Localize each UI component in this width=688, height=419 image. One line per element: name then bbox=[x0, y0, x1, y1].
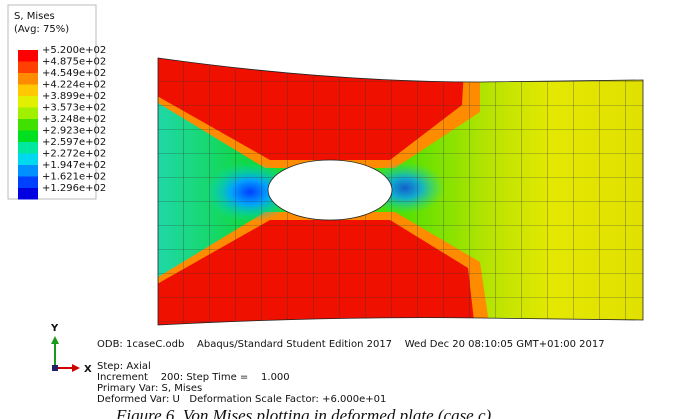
legend-swatch bbox=[18, 85, 38, 97]
axis-x: X bbox=[84, 364, 92, 375]
page: S, Mises (Avg: 75%) +5.200e+02+4.875e+02… bbox=[0, 0, 688, 419]
legend-label: +4.549e+02 bbox=[42, 68, 106, 79]
figure: S, Mises (Avg: 75%) +5.200e+02+4.875e+02… bbox=[0, 0, 688, 419]
legend-swatch bbox=[18, 142, 38, 154]
triad: Y X bbox=[50, 323, 92, 375]
legend-subtitle: (Avg: 75%) bbox=[14, 24, 69, 35]
legend-swatch bbox=[18, 177, 38, 189]
legend-label: +1.947e+02 bbox=[42, 160, 106, 171]
legend-label: +3.573e+02 bbox=[42, 103, 106, 114]
legend-swatch bbox=[18, 50, 38, 62]
legend-title: S, Mises bbox=[14, 11, 55, 22]
legend-swatch bbox=[18, 188, 38, 200]
legend-swatch bbox=[18, 73, 38, 85]
legend-label: +3.899e+02 bbox=[42, 91, 106, 102]
legend-swatch bbox=[18, 154, 38, 166]
legend: +5.200e+02+4.875e+02+4.549e+02+4.224e+02… bbox=[18, 45, 106, 200]
legend-label: +4.875e+02 bbox=[42, 57, 106, 68]
legend-label: +1.296e+02 bbox=[42, 183, 106, 194]
axis-y: Y bbox=[50, 323, 59, 334]
info-deformed: Deformed Var: U Deformation Scale Factor… bbox=[97, 394, 386, 405]
contour-plot bbox=[150, 50, 650, 330]
legend-swatch bbox=[18, 62, 38, 74]
legend-swatch bbox=[18, 165, 38, 177]
info-step: Step: Axial bbox=[97, 361, 151, 372]
legend-label: +3.248e+02 bbox=[42, 114, 106, 125]
caption: Figure 6. Von Mises plotting in deformed… bbox=[115, 406, 492, 419]
legend-swatch bbox=[18, 119, 38, 131]
legend-swatch bbox=[18, 96, 38, 108]
info-primary: Primary Var: S, Mises bbox=[97, 383, 202, 394]
info-odb: ODB: 1caseC.odb Abaqus/Standard Student … bbox=[97, 339, 605, 350]
legend-label: +2.272e+02 bbox=[42, 149, 106, 160]
legend-swatch bbox=[18, 131, 38, 143]
legend-label: +2.597e+02 bbox=[42, 137, 106, 148]
legend-swatch bbox=[18, 108, 38, 120]
legend-label: +5.200e+02 bbox=[42, 45, 106, 56]
legend-label: +4.224e+02 bbox=[42, 80, 106, 91]
legend-label: +1.621e+02 bbox=[42, 172, 106, 183]
legend-label: +2.923e+02 bbox=[42, 126, 106, 137]
info-increment: Increment 200: Step Time = 1.000 bbox=[97, 372, 290, 383]
